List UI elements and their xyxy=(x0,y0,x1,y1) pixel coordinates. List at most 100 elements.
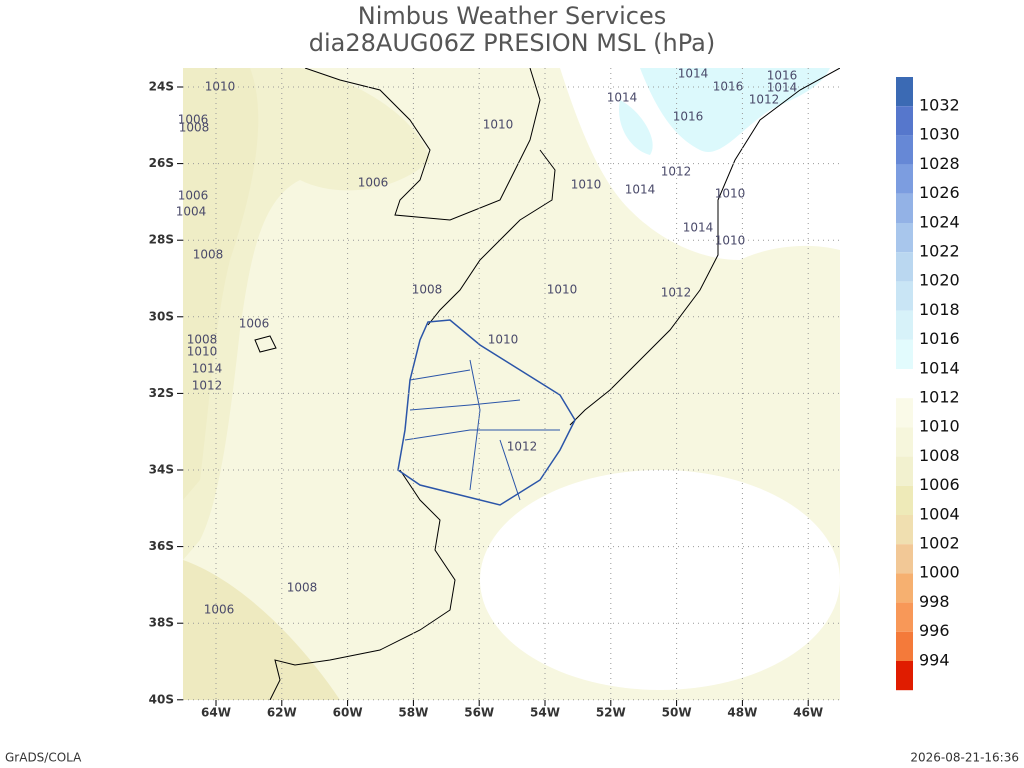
colorbar-box xyxy=(896,369,913,399)
lat-label: 28S xyxy=(149,233,174,247)
title: Nimbus Weather Services xyxy=(358,2,666,30)
colorbar-box xyxy=(896,223,913,253)
contour-label: 1012 xyxy=(661,165,692,179)
field xyxy=(183,68,259,500)
contour-label: 1006 xyxy=(204,603,235,617)
lake xyxy=(254,335,277,353)
lat-label: 32S xyxy=(149,386,174,400)
colorbar-label: 998 xyxy=(919,592,950,611)
colorbar-box xyxy=(896,631,913,661)
field xyxy=(300,68,430,191)
map xyxy=(183,68,840,700)
colorbar-box xyxy=(896,252,913,282)
colorbar-label: 1026 xyxy=(919,183,960,202)
contour-label: 1006 xyxy=(358,176,389,190)
contour-label: 1008 xyxy=(287,581,318,595)
contour-label: 1006 xyxy=(178,113,209,127)
contour-label: 1012 xyxy=(661,286,692,300)
border xyxy=(427,149,556,326)
colorbar-box xyxy=(896,544,913,574)
colorbar-box xyxy=(896,398,913,428)
colorbar-box xyxy=(896,310,913,340)
lat-label: 26S xyxy=(149,156,174,170)
contour-label: 1014 xyxy=(192,362,223,376)
colorbar-box xyxy=(896,193,913,223)
contour-label: 1008 xyxy=(412,283,443,297)
colorbar-label: 1006 xyxy=(919,475,960,494)
contour-label: 1012 xyxy=(749,93,780,107)
field xyxy=(480,470,840,690)
lon-label: 58W xyxy=(398,706,428,720)
colorbar-box xyxy=(896,456,913,486)
contour-label: 1010 xyxy=(205,80,236,94)
contour-label: 1010 xyxy=(483,118,514,132)
contour-label: 1010 xyxy=(715,187,746,201)
lon-label: 50W xyxy=(662,706,692,720)
colorbar-label: 1004 xyxy=(919,504,960,523)
colorbar-label: 1024 xyxy=(919,212,960,231)
lon-label: 52W xyxy=(596,706,626,720)
colorbar-label: 1022 xyxy=(919,242,960,261)
colorbar-label: 994 xyxy=(919,650,950,669)
lat-label: 30S xyxy=(149,309,174,323)
contour-label: 1014 xyxy=(683,221,714,235)
contour-label: 1006 xyxy=(239,317,270,331)
contour-label: 1016 xyxy=(673,110,704,124)
colorbar-label: 1020 xyxy=(919,271,960,290)
lon-label: 60W xyxy=(333,706,363,720)
colorbar-label: 1010 xyxy=(919,417,960,436)
colorbar-box xyxy=(896,135,913,165)
colorbar-label: 1008 xyxy=(919,446,960,465)
coastline xyxy=(569,68,840,426)
colorbar-label: 1012 xyxy=(919,388,960,407)
colorbar-box xyxy=(896,661,913,691)
lat-label: 38S xyxy=(149,616,174,630)
lat-label: 24S xyxy=(149,80,174,94)
colorbar-box xyxy=(896,515,913,545)
contour-label: 1008 xyxy=(187,333,218,347)
colorbar-label: 1000 xyxy=(919,563,960,582)
colorbar-label: 1014 xyxy=(919,358,960,377)
lat-label: 36S xyxy=(149,539,174,553)
lon-label: 54W xyxy=(530,706,560,720)
contour-label: 1016 xyxy=(767,69,798,83)
contour-label: 1008 xyxy=(193,248,224,262)
contour-label: 1010 xyxy=(715,234,746,248)
contour-label: 1012 xyxy=(192,379,223,393)
contour-label: 1006 xyxy=(178,189,209,203)
coastline xyxy=(269,469,456,700)
contour-label: 1014 xyxy=(625,183,656,197)
uruguay-outline xyxy=(397,319,576,506)
contour-label: 1016 xyxy=(713,80,744,94)
colorbar-box xyxy=(896,281,913,311)
colorbar-box xyxy=(896,339,913,369)
field xyxy=(640,68,830,152)
colorbar-label: 996 xyxy=(919,621,950,640)
contour-label: 1008 xyxy=(179,121,210,135)
contour-label: 1010 xyxy=(187,345,218,359)
uruguay-borders xyxy=(404,359,560,501)
contour-label: 1010 xyxy=(547,283,578,297)
colorbar-label: 1028 xyxy=(919,154,960,173)
lat-label: 40S xyxy=(149,692,174,706)
colorbar-box xyxy=(896,164,913,194)
colorbar-box xyxy=(896,485,913,515)
border xyxy=(304,68,541,221)
lon-label: 64W xyxy=(201,706,231,720)
contour-label: 1014 xyxy=(678,67,709,81)
field xyxy=(183,560,340,700)
field xyxy=(619,100,653,155)
footer-left: GrADS/COLA xyxy=(5,751,82,765)
contour-label: 1010 xyxy=(488,333,519,347)
footer-right: 2026-08-21-16:36 xyxy=(910,751,1019,765)
colorbar-label: 1018 xyxy=(919,300,960,319)
colorbar-box xyxy=(896,77,913,107)
colorbar-box xyxy=(896,427,913,457)
field xyxy=(680,209,726,248)
contour-label: 1010 xyxy=(571,178,602,192)
colorbar-label: 1016 xyxy=(919,329,960,348)
contour-label: 1004 xyxy=(176,205,207,219)
colorbar-box xyxy=(896,602,913,632)
lon-label: 46W xyxy=(793,706,823,720)
lon-label: 48W xyxy=(727,706,757,720)
